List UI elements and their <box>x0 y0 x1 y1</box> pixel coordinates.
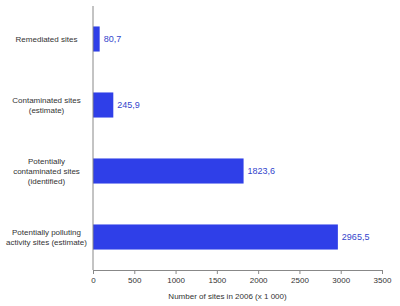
data-label: 245,9 <box>117 100 140 110</box>
x-tick-label: 2000 <box>250 276 268 285</box>
bar <box>93 224 338 249</box>
x-tick-label: 3000 <box>332 276 350 285</box>
data-labels: 80,7 245,9 1823,6 2965,5 <box>104 34 370 242</box>
x-tick-label: 1500 <box>208 276 226 285</box>
x-tick-mark <box>382 270 383 274</box>
bar <box>93 158 244 183</box>
category-label-line: activity sites (estimate) <box>6 238 87 247</box>
x-tick: 3000 <box>332 270 350 285</box>
plot: 80,7 245,9 1823,6 2965,5 0 500 1000 1500 2000 250… <box>91 6 392 285</box>
category-label: Potentially pollutingactivity sites (est… <box>6 228 87 247</box>
category-label-line: contaminated sites <box>13 167 80 176</box>
x-axis-line <box>94 270 383 271</box>
x-tick: 1500 <box>208 270 226 285</box>
x-tick-mark <box>134 270 135 274</box>
x-tick-mark <box>258 270 259 274</box>
x-tick: 3500 <box>374 270 392 285</box>
x-axis: 0 500 1000 1500 2000 2500 3000 3500 <box>91 270 392 285</box>
bar <box>93 26 100 51</box>
y-axis-line <box>93 6 94 270</box>
category-label-line: Potentially <box>28 157 65 166</box>
chart: 80,7 245,9 1823,6 2965,5 0 500 1000 1500 2000 250… <box>0 0 400 306</box>
category-labels: Remediated sites Contaminated sites(estim… <box>6 35 87 247</box>
x-tick-label: 500 <box>128 276 142 285</box>
x-tick-mark <box>176 270 177 274</box>
category-label: Contaminated sites(estimate) <box>12 96 80 115</box>
x-tick-mark <box>341 270 342 274</box>
category-label-line: Contaminated sites <box>12 96 80 105</box>
data-label: 1823,6 <box>248 166 276 176</box>
bar <box>93 92 113 117</box>
bars <box>93 26 338 249</box>
category-label-line: Remediated sites <box>16 35 78 44</box>
x-tick-mark <box>299 270 300 274</box>
category-label: Potentiallycontaminated sites(identified… <box>13 157 80 186</box>
data-label: 2965,5 <box>342 232 370 242</box>
category-label-line: (identified) <box>28 177 66 186</box>
x-tick: 0 <box>91 270 96 285</box>
x-tick-label: 0 <box>91 276 96 285</box>
x-tick-mark <box>217 270 218 274</box>
category-label-line: Potentially polluting <box>12 228 81 237</box>
x-tick-label: 2500 <box>291 276 309 285</box>
x-axis-title: Number of sites in 2006 (x 1 000) <box>168 292 287 301</box>
category-label-line: (estimate) <box>29 106 65 115</box>
data-label: 80,7 <box>104 34 122 44</box>
x-tick: 2000 <box>250 270 268 285</box>
x-tick-label: 3500 <box>374 276 392 285</box>
x-tick: 500 <box>128 270 142 285</box>
x-tick: 1000 <box>167 270 185 285</box>
category-label: Remediated sites <box>16 35 78 44</box>
x-tick: 2500 <box>291 270 309 285</box>
x-tick-mark <box>93 270 94 274</box>
x-tick-label: 1000 <box>167 276 185 285</box>
